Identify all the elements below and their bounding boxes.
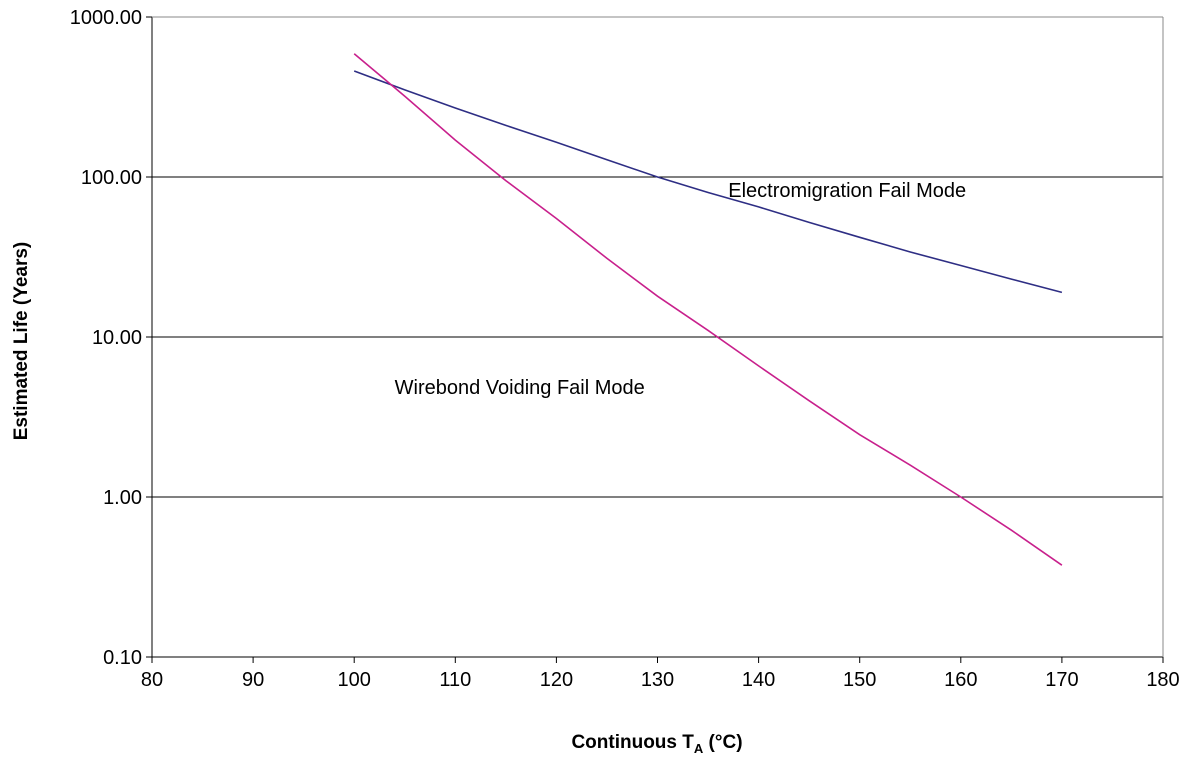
wirebond-label: Wirebond Voiding Fail Mode <box>395 377 645 399</box>
y-axis-title: Estimated Life (Years) <box>11 242 32 441</box>
gridlines <box>152 16 1163 498</box>
y-tick-label: 0.10 <box>103 647 142 669</box>
electromigration-series-line <box>353 70 1063 294</box>
x-tick-label: 180 <box>1146 669 1179 691</box>
y-tick-label: 10.00 <box>92 327 142 349</box>
x-axis-title: Continuous TA (°C) <box>571 732 742 756</box>
data-series <box>353 53 1063 566</box>
wirebond-series-line <box>353 53 1063 566</box>
annotations: Electromigration Fail Mode Wirebond Voidi… <box>395 180 967 399</box>
tick-labels: 0.10 1.00 10.00 100.00 1000.00 80 90 100 110 120 1… <box>70 7 1180 691</box>
x-axis-title-subscript: A <box>694 741 704 756</box>
x-tick-label: 160 <box>944 669 977 691</box>
x-tick-label: 110 <box>439 669 471 691</box>
axes <box>146 16 1164 663</box>
x-axis-title-main: Continuous T <box>571 732 694 753</box>
x-tick-label: 100 <box>338 669 371 691</box>
x-tick-label: 130 <box>641 669 674 691</box>
y-tick-label: 1.00 <box>103 487 142 509</box>
x-tick-label: 150 <box>843 669 876 691</box>
x-tick-label: 170 <box>1045 669 1078 691</box>
y-tick-label: 1000.00 <box>70 7 142 29</box>
x-tick-label: 140 <box>742 669 775 691</box>
electromigration-label: Electromigration Fail Mode <box>728 180 966 202</box>
y-tick-label: 100.00 <box>81 167 142 189</box>
x-tick-label: 80 <box>141 669 163 691</box>
x-tick-label: 120 <box>540 669 573 691</box>
x-axis-title-unit: (°C) <box>703 732 742 753</box>
x-tick-label: 90 <box>242 669 264 691</box>
